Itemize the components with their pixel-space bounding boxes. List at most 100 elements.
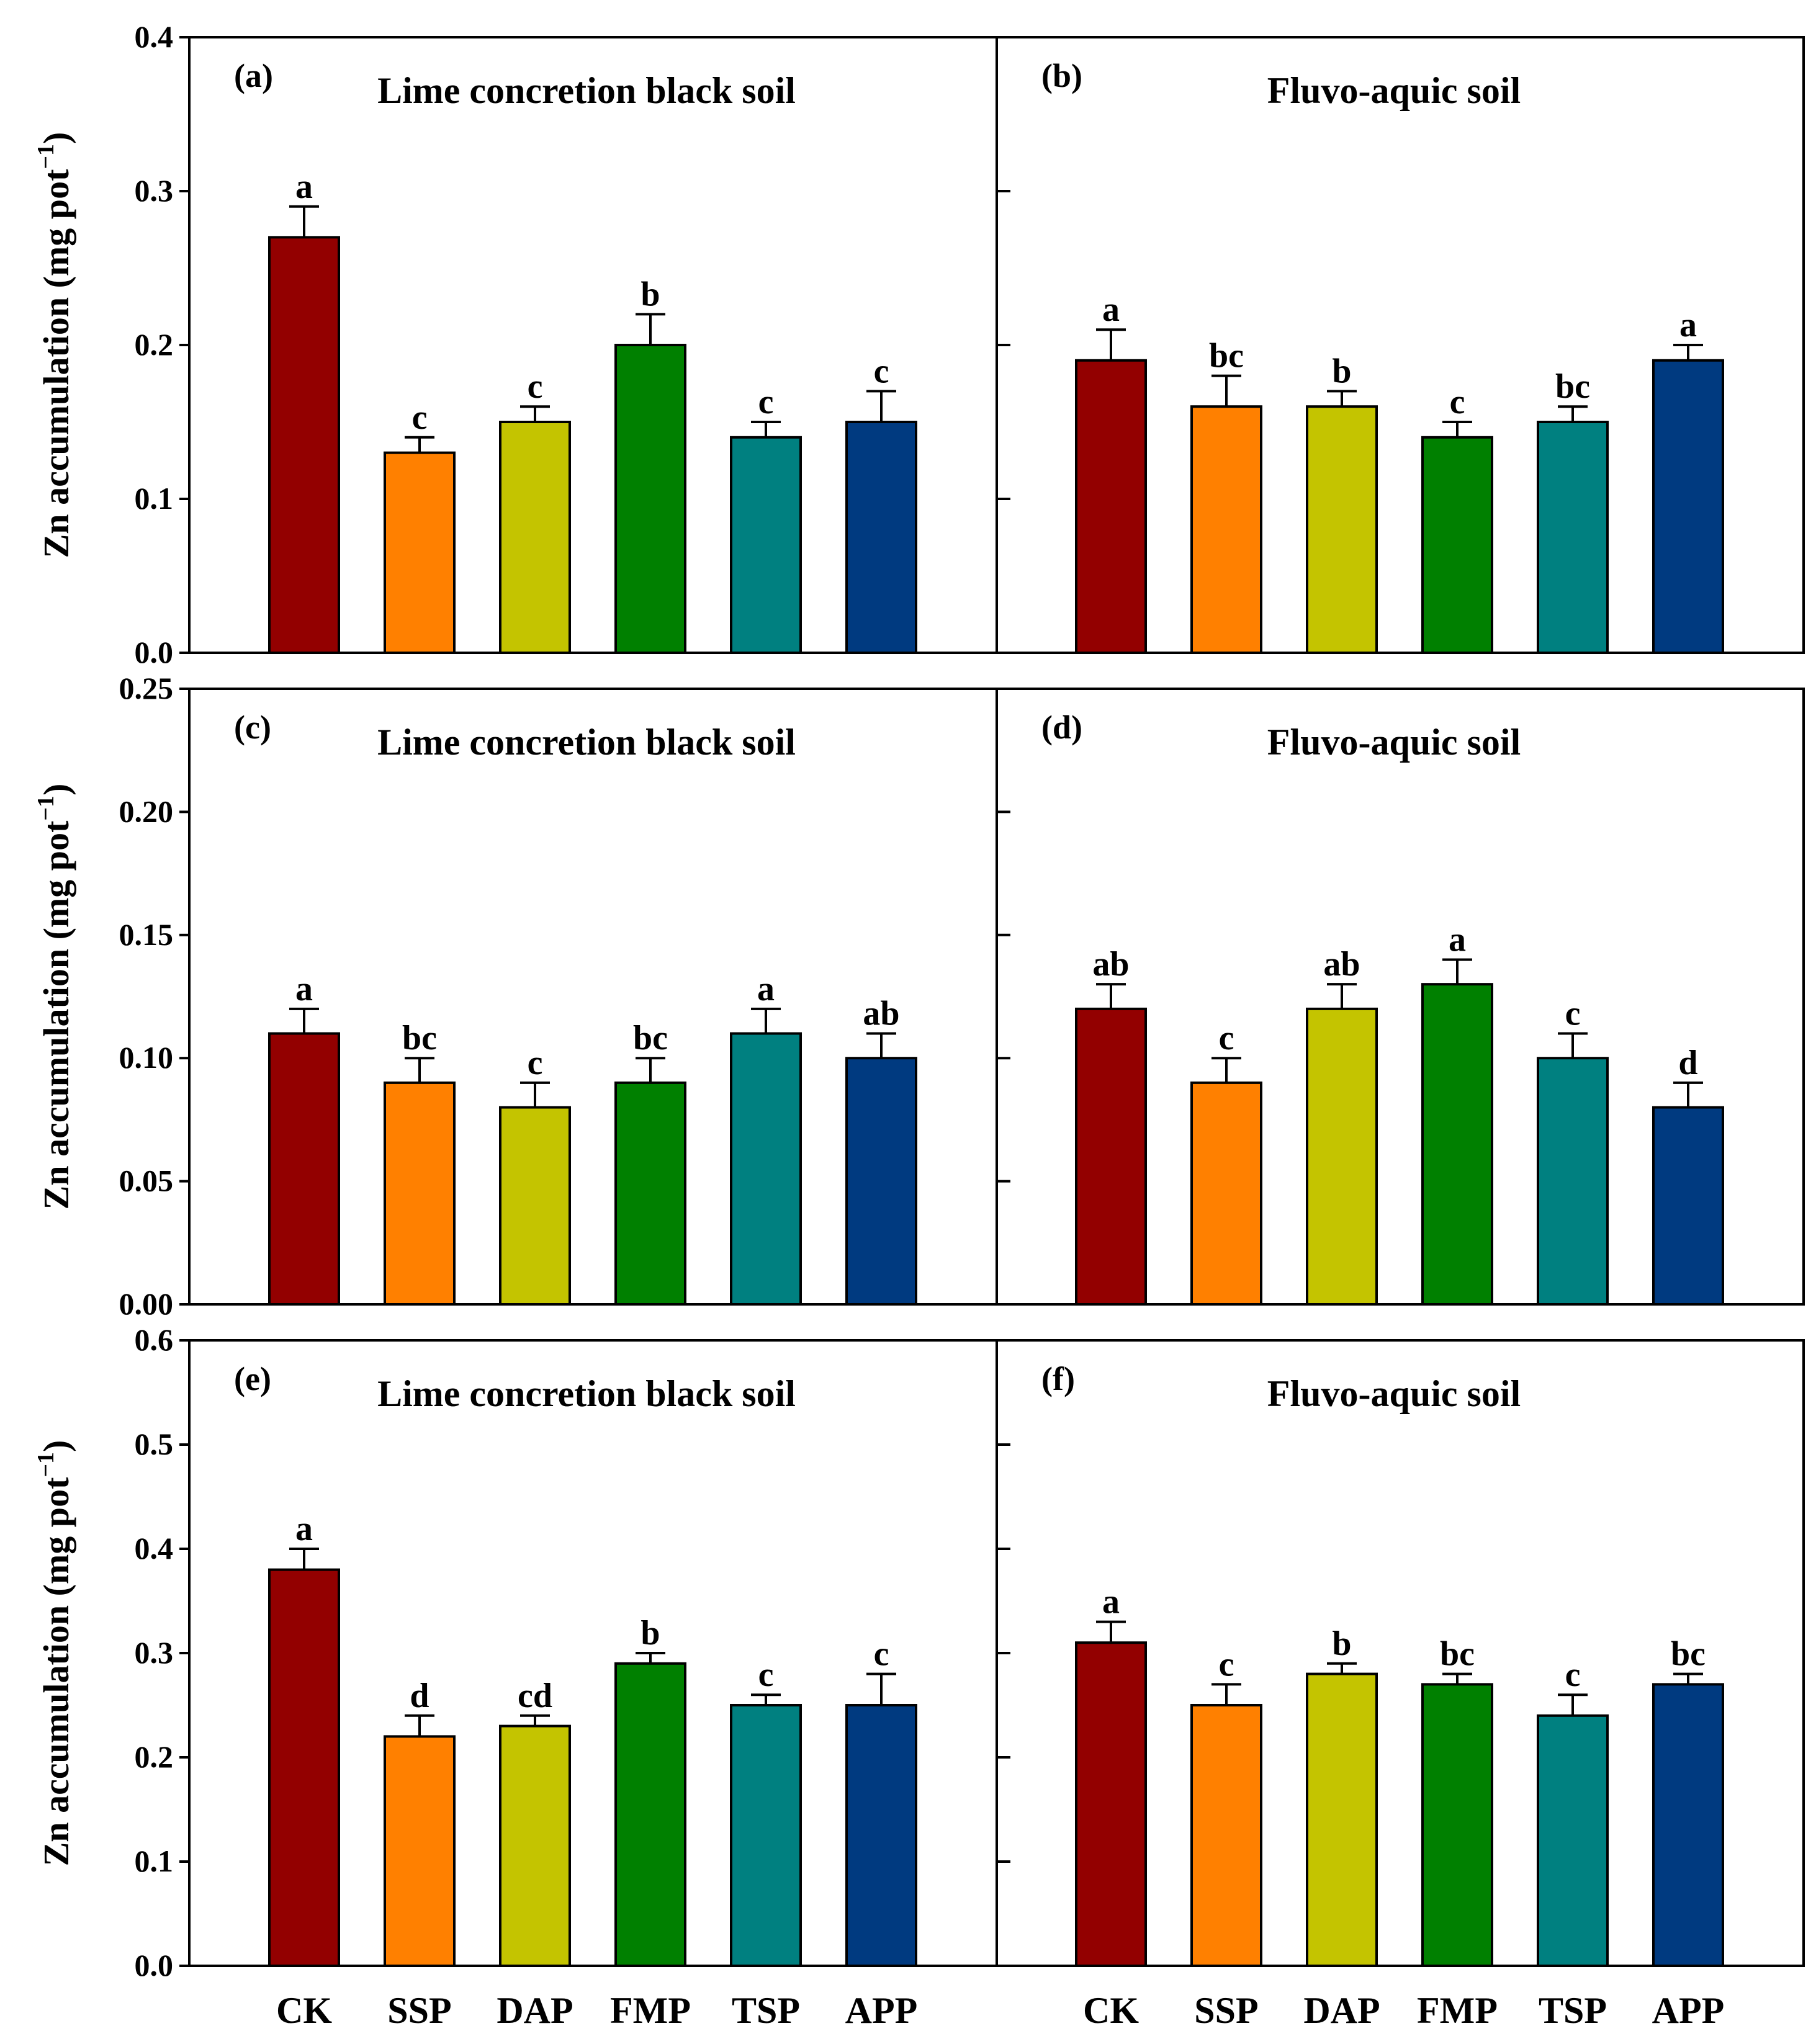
panel-label: (e) [234,1360,271,1397]
bar-tsp [1537,421,1609,654]
error-bar [405,436,434,453]
bar-ck [268,1568,340,1968]
error-bar [751,421,781,437]
x-tick-label: FMP [610,1990,691,2031]
panel-e: 0.0 0.1 0.2 0.3 0.4 0.5 0.6 Zn accumulation (mg… [33,1322,998,2031]
significance-letter: c [1219,1645,1234,1683]
error-bar [1327,390,1357,407]
error-bar [520,1714,550,1726]
error-bar [751,1693,781,1705]
bar-app [845,1057,917,1306]
error-bar [289,1007,319,1034]
panel-a: 0.0 0.1 0.2 0.3 0.4 Zn accumulation (mg pot−1… [33,19,998,670]
x-tick-label: DAP [497,1990,573,2031]
significance-letter: c [758,383,774,421]
x-tick-label: TSP [1539,1990,1607,2031]
significance-letter: a [1102,290,1120,329]
panel-c: 0.00 0.05 0.10 0.15 0.20 0.25 Zn accumulation … [33,671,998,1321]
significance-letter: ab [1323,945,1360,984]
y-tick-label: 0.6 [135,1322,174,1357]
error-bar [1211,374,1241,407]
panel-label: (b) [1041,57,1082,94]
significance-letter: c [412,398,428,437]
significance-letter: a [295,1510,313,1548]
bar-ssp [384,1735,456,1967]
significance-letter: b [641,1614,660,1652]
significance-letter: c [528,1044,543,1082]
bar-app [845,421,917,654]
significance-letter: cd [518,1677,552,1715]
x-tick-label: SSP [1194,1990,1258,2031]
significance-letter: c [1565,1656,1581,1694]
bar-app [1652,1106,1724,1306]
bar-dap [1306,1007,1378,1306]
y-tick-label: 0.00 [119,1286,174,1321]
bar-fmp [1421,436,1493,654]
panel-label: (f) [1041,1360,1075,1397]
significance-letter: bc [1440,1635,1475,1674]
panel-d: (d) Fluvo-aquic soil ab c ab a c d [996,688,1805,1306]
significance-letter: d [410,1677,429,1715]
bar-dap [1306,1672,1378,1968]
bar-ck [1075,1007,1147,1306]
error-bar [751,1007,781,1034]
bar-ssp [1190,1081,1262,1306]
significance-letter: a [1449,920,1466,959]
bar-tsp [730,1032,802,1306]
error-bar [289,205,319,238]
significance-letter: a [295,970,313,1008]
y-tick-label: 0.5 [135,1427,174,1461]
significance-letter: a [1102,1583,1120,1621]
y-tick-label: 0.2 [135,1739,174,1774]
significance-letter: c [528,367,543,406]
error-bar [866,1672,896,1705]
error-bar [1673,1081,1703,1108]
y-tick-label: 0.3 [135,1635,174,1670]
x-tick-label: APP [1652,1990,1725,2031]
error-bar [866,1032,896,1059]
significance-letter: a [1679,306,1697,344]
error-bar [520,1081,550,1108]
significance-letter: c [1450,383,1465,421]
significance-letter: bc [633,1019,668,1057]
significance-letter: bc [402,1019,437,1057]
panel-frame [996,688,1805,1306]
panel-label: (c) [234,709,271,746]
error-bar [636,1652,665,1664]
significance-letter: ab [863,995,899,1033]
significance-letter: d [1678,1044,1697,1082]
y-tick-label: 0.2 [135,327,174,362]
bar-dap [499,1106,571,1306]
error-bar [636,1057,665,1083]
panel-title: Fluvo-aquic soil [1267,70,1521,111]
bar-tsp [730,1704,802,1967]
bar-dap [499,421,571,654]
error-bar [1558,1693,1588,1716]
y-tick-label: 0.15 [119,917,174,952]
significance-letter: c [1219,1019,1234,1057]
significance-letter: b [1332,1625,1351,1663]
significance-letter: bc [1209,337,1244,375]
y-axis-label: Zn accumulation (mg pot−1) [33,784,76,1210]
error-bar [1327,983,1357,1009]
y-tick-label: 0.4 [135,1531,174,1566]
bar-ssp [1190,405,1262,654]
significance-letter: ab [1092,945,1129,984]
y-tick-label: 0.25 [119,671,174,706]
error-bar [1442,958,1472,985]
error-bar [1096,1620,1126,1643]
x-tick-label: DAP [1303,1990,1380,2031]
error-bar [1673,1672,1703,1685]
error-bar [1096,983,1126,1009]
panel-title: Lime concretion black soil [377,1373,796,1414]
y-tick-label: 0.20 [119,794,174,828]
error-bar [636,313,665,345]
y-axis-label: Zn accumulation (mg pot−1) [33,132,76,558]
bar-fmp [614,1662,686,1968]
bar-ssp [1190,1704,1262,1967]
significance-letter: c [874,352,889,390]
error-bar [1558,1032,1588,1059]
error-bar [405,1714,434,1737]
bar-tsp [730,436,802,654]
